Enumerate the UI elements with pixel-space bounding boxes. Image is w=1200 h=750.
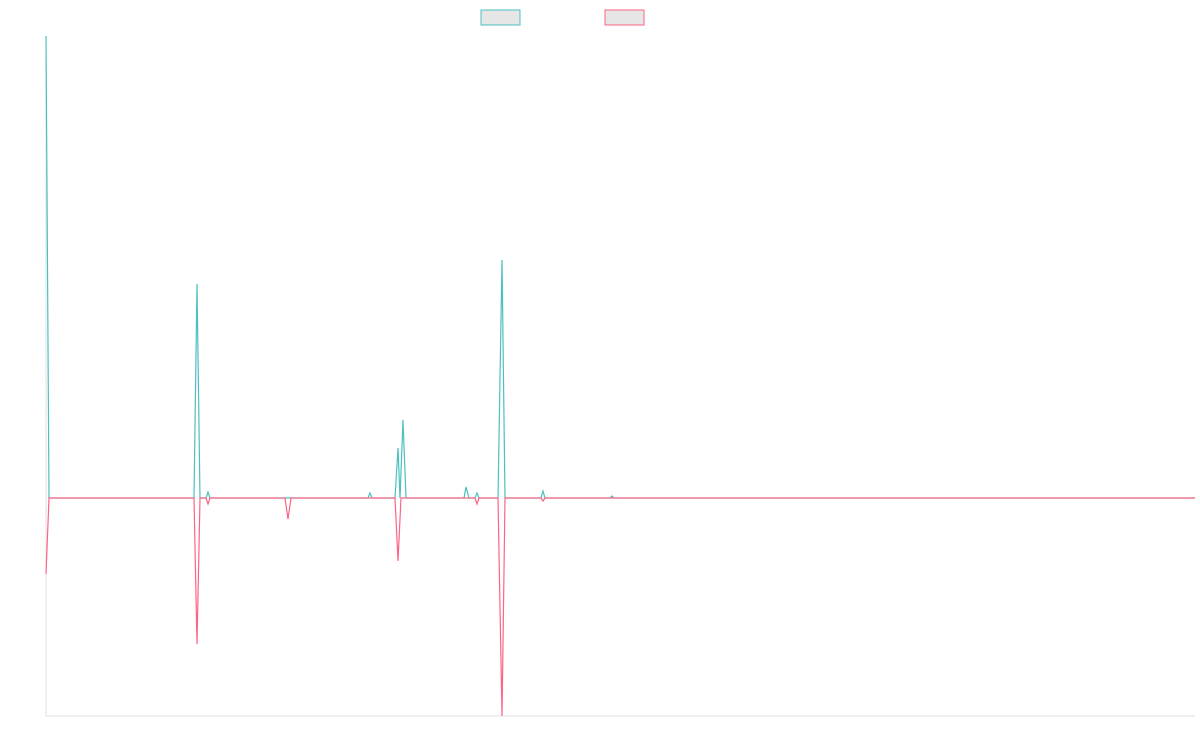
legend-swatch[interactable] — [604, 9, 645, 26]
series-line — [45, 497, 1195, 717]
legend-swatch[interactable] — [480, 9, 521, 26]
series-line — [45, 35, 1195, 499]
